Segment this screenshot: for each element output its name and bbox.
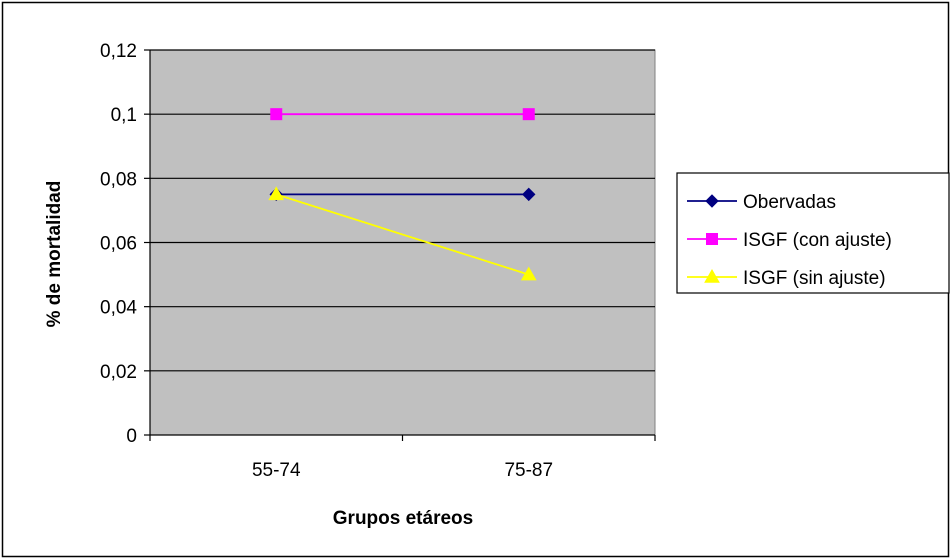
triangle-marker bbox=[520, 266, 537, 281]
series-line bbox=[275, 193, 530, 276]
series-layer bbox=[268, 108, 537, 281]
y-axis-ticks: 0 0,02 0,04 0,06 0,08 0,1 0,12 bbox=[100, 41, 150, 447]
x-tick-label: 55-74 bbox=[252, 460, 301, 481]
legend-box bbox=[676, 172, 950, 294]
diamond-marker bbox=[522, 187, 536, 202]
square-marker bbox=[706, 233, 718, 245]
triangle-marker bbox=[268, 186, 285, 201]
y-tick-label: 0 bbox=[126, 426, 137, 447]
square-marker bbox=[270, 108, 283, 121]
y-axis-title: % de mortalidad bbox=[44, 181, 65, 328]
y-tick-label: 0,12 bbox=[100, 41, 137, 62]
y-tick-label: 0,08 bbox=[100, 169, 137, 190]
square-marker bbox=[522, 108, 535, 121]
x-tick-label: 75-87 bbox=[504, 460, 553, 481]
y-tick-label: 0,06 bbox=[100, 234, 137, 255]
x-axis-title: Grupos etáreos bbox=[333, 508, 473, 529]
y-tick-label: 0,1 bbox=[111, 105, 137, 126]
x-axis-ticks: 55-74 75-87 bbox=[149, 435, 656, 481]
diamond-marker bbox=[705, 194, 719, 208]
legend-label: ISGF (con ajuste) bbox=[743, 230, 892, 251]
y-tick-label: 0,02 bbox=[100, 362, 137, 383]
legend-label: ISGF (sin ajuste) bbox=[743, 268, 886, 289]
y-tick-label: 0,04 bbox=[100, 298, 137, 319]
triangle-marker bbox=[704, 268, 720, 283]
legend-label: Obervadas bbox=[743, 192, 836, 213]
legend: Obervadas ISGF (con ajuste) ISGF (sin ajus… bbox=[676, 172, 950, 294]
